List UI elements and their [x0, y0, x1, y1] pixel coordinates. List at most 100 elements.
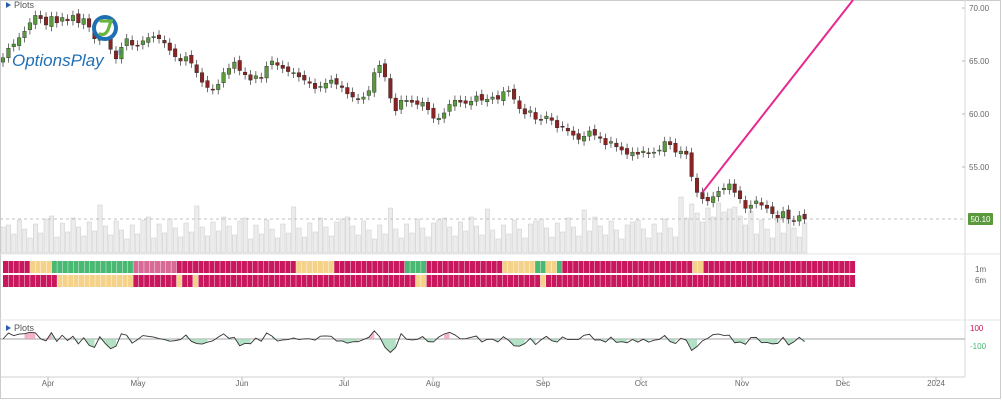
volume-bar [183, 222, 189, 254]
volume-bar [527, 223, 533, 254]
heat-cell-6m [138, 275, 144, 287]
heat-cell-1m [562, 261, 568, 273]
candle-up [657, 149, 662, 152]
volume-bar [657, 232, 662, 254]
volume-bar [388, 207, 393, 254]
heat-cell-1m [73, 261, 79, 273]
volume-bars [0, 196, 808, 254]
volume-bar [560, 231, 566, 254]
candle-up [404, 100, 409, 103]
candle-down [705, 197, 710, 202]
heat-cell-6m [513, 275, 519, 287]
candle-down [619, 146, 624, 151]
heat-cell-1m [19, 261, 25, 273]
price-tick-label: 65.00 [969, 57, 990, 66]
heat-cell-1m [540, 261, 546, 273]
heat-cell-6m [285, 275, 291, 287]
heat-cell-1m [345, 261, 351, 273]
heat-cell-6m [345, 275, 351, 287]
candle-up [60, 17, 65, 22]
heat-cell-6m [241, 275, 247, 287]
heat-cell-6m [578, 275, 584, 287]
volume-bar [743, 224, 748, 254]
heat-cell-6m [165, 275, 171, 287]
volume-bar [587, 230, 592, 254]
candle-down [791, 220, 796, 222]
volume-bar [737, 215, 743, 254]
heat-cell-6m [790, 275, 796, 287]
time-tick-label: Apr [42, 379, 55, 388]
candle-up [81, 18, 86, 25]
heat-cell-1m [616, 261, 622, 273]
heat-cell-6m [535, 275, 541, 287]
heat-cell-1m [486, 261, 492, 273]
volume-bar [92, 230, 98, 254]
heat-cell-1m [247, 261, 253, 273]
heat-cell-6m [383, 275, 389, 287]
heat-cell-1m [578, 261, 584, 273]
heat-cell-6m [730, 275, 736, 287]
volume-bar [22, 228, 28, 254]
volume-bar [603, 234, 609, 254]
heat-cell-6m [622, 275, 628, 287]
heat-cell-1m [236, 261, 242, 273]
candle-down [555, 120, 560, 128]
bottom-plots-tab[interactable]: Plots [6, 323, 35, 333]
candle-down [614, 142, 619, 148]
top-plots-tab[interactable]: Plots [6, 0, 35, 10]
heat-cell-1m [274, 261, 280, 273]
heat-cell-1m [589, 261, 595, 273]
osc-oversold-fill [245, 339, 251, 344]
heat-cell-1m [3, 261, 8, 273]
volume-bar [479, 234, 485, 254]
volume-bar [597, 225, 603, 254]
heat-cell-1m [187, 261, 193, 273]
heat-cell-1m [790, 261, 796, 273]
heat-cell-6m [757, 275, 763, 287]
heat-cell-1m [828, 261, 834, 273]
price-tick-label: 60.00 [969, 110, 990, 119]
heat-cell-1m [480, 261, 486, 273]
volume-bar [732, 206, 738, 254]
heat-cell-1m [768, 261, 774, 273]
heat-cell-1m [822, 261, 828, 273]
volume-bar [285, 232, 291, 254]
heat-cell-6m [79, 275, 85, 287]
heat-cell-6m [698, 275, 704, 287]
volume-bar [167, 218, 173, 254]
time-tick-label: Jun [236, 379, 249, 388]
logo-text: OptionsPlay [12, 51, 105, 70]
expand-triangle-icon[interactable] [6, 2, 11, 8]
heat-cell-1m [638, 261, 644, 273]
heat-cell-6m [95, 275, 101, 287]
heat-cell-6m [763, 275, 769, 287]
osc-overbought-fill [29, 332, 36, 339]
candle-down [533, 112, 538, 120]
heat-cell-6m [507, 275, 513, 287]
volume-bar [345, 216, 350, 254]
heat-cell-1m [844, 261, 850, 273]
expand-triangle-icon[interactable] [6, 325, 11, 331]
candle-down [243, 71, 248, 75]
candle-up [70, 15, 75, 21]
heat-cell-6m [263, 275, 269, 287]
volume-bar [27, 237, 33, 254]
heat-cell-6m [719, 275, 725, 287]
heat-cell-1m [296, 261, 302, 273]
heat-cell-6m [529, 275, 535, 287]
candle-up [442, 112, 447, 119]
trendline[interactable] [701, 0, 854, 194]
volume-bar [684, 217, 689, 254]
volume-bar [205, 235, 210, 254]
candle-up [587, 130, 592, 137]
heat-cell-1m [133, 261, 139, 273]
candle-up [146, 37, 151, 43]
heat-cell-6m [421, 275, 427, 287]
heat-cell-1m [263, 261, 269, 273]
volume-bar [436, 219, 442, 254]
heat-cell-1m [393, 261, 399, 273]
candle-up [329, 79, 334, 84]
volume-bar [43, 218, 49, 254]
heat-cell-6m [556, 275, 562, 287]
candle-up [582, 136, 587, 142]
